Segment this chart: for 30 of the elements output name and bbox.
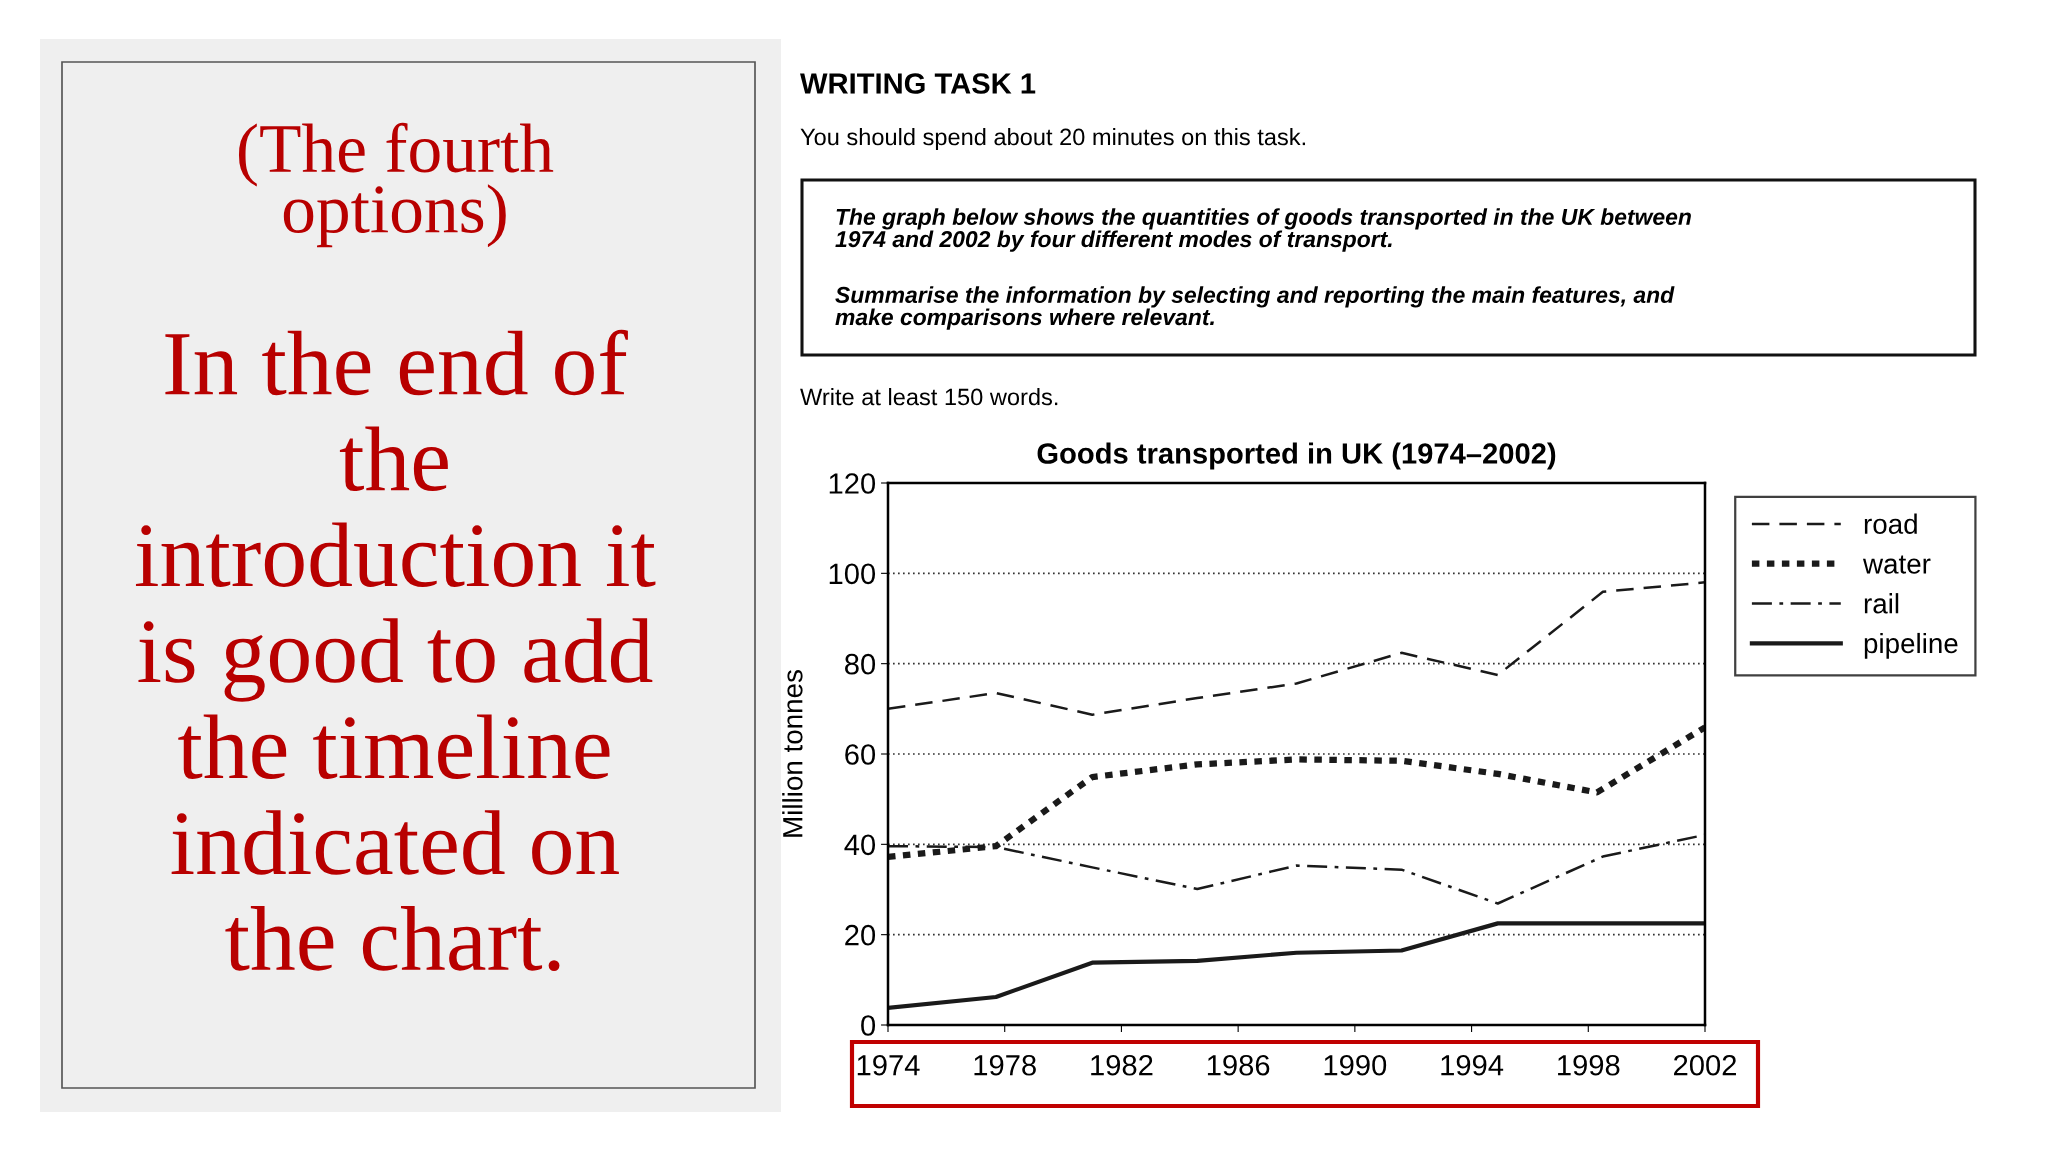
- chart-title: Goods transported in UK (1974–2002): [1037, 442, 1556, 470]
- x-tick-label: 1994: [1441, 1054, 1504, 1076]
- text: The graph below shows the quantities of goods transported in the UK between 1974 and 2002 by four different modes of transport.: [835, 208, 1691, 252]
- y-tick-label: 0: [861, 1015, 876, 1036]
- text: Summarise the information by selecting and reporting the main features, and make comparisons where relevant.: [835, 286, 1675, 330]
- y-tick-label: 60: [845, 744, 876, 765]
- y-tick-label: 100: [829, 563, 876, 585]
- y-axis-title: Million tonnes: [782, 670, 803, 837]
- y-tick-label: 120: [829, 473, 876, 494]
- text: You should spend about 20 minutes on this task.: [800, 128, 1305, 151]
- x-tick-label: 1978: [974, 1054, 1036, 1076]
- x-tick-label: 1998: [1558, 1054, 1620, 1076]
- text: (The fourth options): [238, 122, 554, 248]
- text: WRITING TASK 1: [800, 73, 1036, 94]
- line-series: [888, 921, 1705, 1010]
- text: In the end of the introduction it is good to add the timeline indicated on the chart.: [135, 329, 656, 972]
- y-tick-label: 20: [845, 924, 876, 946]
- x-tick-label: 1974: [857, 1054, 920, 1076]
- y-tick-label: 80: [845, 653, 876, 675]
- x-tick-label: 1982: [1091, 1054, 1153, 1076]
- text: Write at least 150 words.: [800, 387, 1058, 406]
- x-tick-label: 1990: [1324, 1054, 1387, 1076]
- y-tick-label: 40: [844, 834, 876, 856]
- legend-label: road: [1864, 513, 1917, 534]
- line-series: [888, 581, 1705, 716]
- legend-label: pipeline: [1864, 632, 1958, 659]
- x-tick-label: 1986: [1207, 1054, 1270, 1076]
- x-tick-label: 2002: [1674, 1054, 1736, 1076]
- legend-label: rail: [1864, 593, 1899, 614]
- legend-label: water: [1862, 555, 1931, 574]
